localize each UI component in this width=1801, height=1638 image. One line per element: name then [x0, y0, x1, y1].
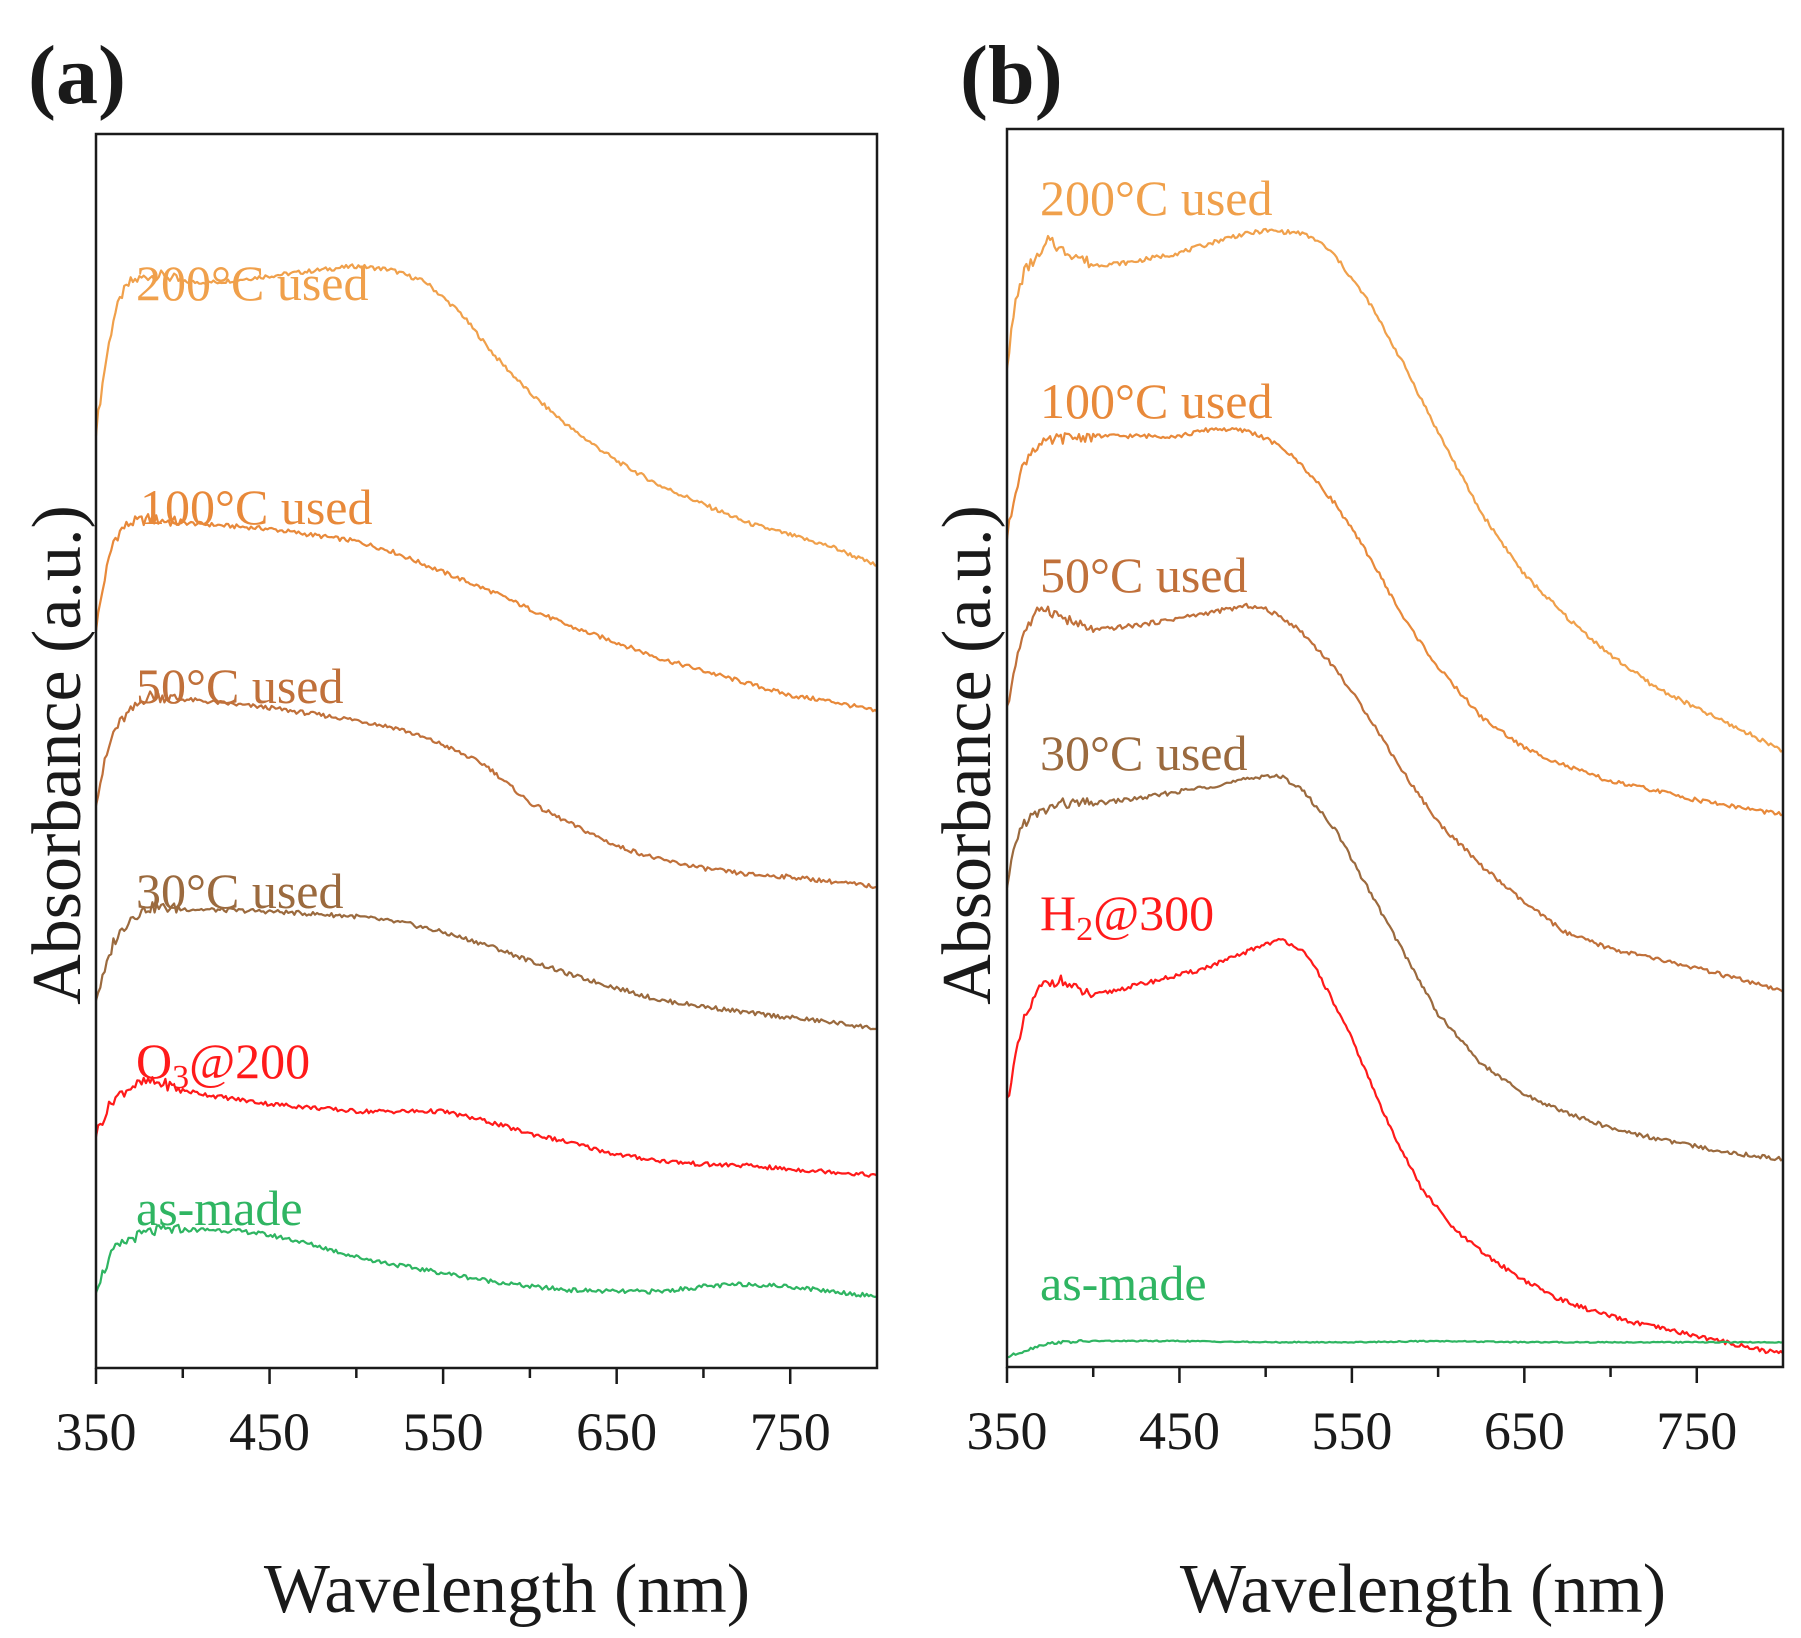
y-axis-title-a: Absorbance (a.u.) [19, 505, 96, 1005]
series-label: 100°C used [1040, 373, 1273, 429]
series-label-subscript: 2 [1076, 911, 1093, 948]
series-label: 50°C used [1040, 547, 1248, 603]
series-label: as-made [136, 1180, 303, 1236]
y-axis-title-b: Absorbance (a.u.) [929, 505, 1006, 1005]
series-label: 50°C used [136, 658, 344, 714]
series-label-main: 100°C used [140, 479, 373, 535]
series-label-main: 100°C used [1040, 373, 1273, 429]
series-line [1005, 427, 1784, 817]
series-label-main: 30°C used [136, 863, 344, 919]
plot-frame-b [1005, 127, 1785, 1369]
series-line [1005, 773, 1784, 1162]
series-label-main: 30°C used [1040, 725, 1248, 781]
series-line [94, 901, 878, 1031]
x-ticks-b: 350 450 550 650 750 [967, 1367, 1737, 1461]
x-tick-label: 750 [1656, 1401, 1737, 1461]
x-tick-label: 650 [576, 1402, 657, 1462]
x-tick-label: 550 [1311, 1401, 1392, 1461]
series-line [94, 1076, 878, 1178]
series-line [1006, 937, 1784, 1355]
x-tick-label: 450 [229, 1402, 310, 1462]
series-labels-b: 200°C used 100°C used 50°C used 30°C used H2… [1040, 170, 1273, 1311]
panel-label-a: (a) [28, 29, 126, 122]
x-tick-label: 550 [403, 1402, 484, 1462]
series-line [94, 513, 878, 713]
series-traces-b [1005, 227, 1784, 1359]
series-label-subscript: 3 [172, 1059, 189, 1096]
series-label-main: 200°C used [1040, 170, 1273, 226]
x-axis-title-b: Wavelength (nm) [1180, 1551, 1666, 1628]
x-tick-label: 750 [750, 1402, 831, 1462]
series-label: 200°C used [136, 255, 369, 311]
series-traces-a [94, 263, 878, 1298]
x-tick-label: 350 [967, 1401, 1048, 1461]
panel-b: (b) Absorbance (a.u.) Wavelength (nm) 35… [929, 29, 1785, 1628]
series-line [94, 1223, 878, 1298]
series-label-main: as-made [136, 1180, 303, 1236]
x-tick-label: 450 [1139, 1401, 1220, 1461]
plot-frame-a [94, 132, 879, 1370]
series-label-tail: @300 [1093, 885, 1214, 941]
series-label-main: H [1040, 885, 1076, 941]
panel-label-b: (b) [960, 29, 1063, 122]
series-label-main: as-made [1040, 1255, 1207, 1311]
series-label: 30°C used [136, 863, 344, 919]
series-label: 30°C used [1040, 725, 1248, 781]
panel-a: (a) Absorbance (a.u.) Wavelength (nm) 35… [19, 29, 879, 1628]
series-label-main: 50°C used [136, 658, 344, 714]
series-line [1005, 227, 1784, 753]
series-label: 200°C used [1040, 170, 1273, 226]
x-tick-label: 350 [56, 1402, 137, 1462]
series-label-main: 50°C used [1040, 547, 1248, 603]
series-label: O3@200 [136, 1033, 310, 1096]
x-axis-title-a: Wavelength (nm) [264, 1551, 750, 1628]
x-tick-label: 650 [1484, 1401, 1565, 1461]
series-label: H2@300 [1040, 885, 1214, 948]
series-line [1006, 1339, 1784, 1359]
series-label: 100°C used [140, 479, 373, 535]
series-labels-a: 200°C used 100°C used 50°C used 30°C used O3… [136, 255, 373, 1236]
series-line [94, 690, 878, 890]
series-label-tail: @200 [189, 1033, 310, 1089]
series-label-main: 200°C used [136, 255, 369, 311]
x-ticks-a: 350 450 550 650 750 [56, 1368, 831, 1462]
series-label: as-made [1040, 1255, 1207, 1311]
series-label-main: O [136, 1033, 172, 1089]
series-line [94, 263, 878, 567]
series-line [1005, 602, 1784, 993]
